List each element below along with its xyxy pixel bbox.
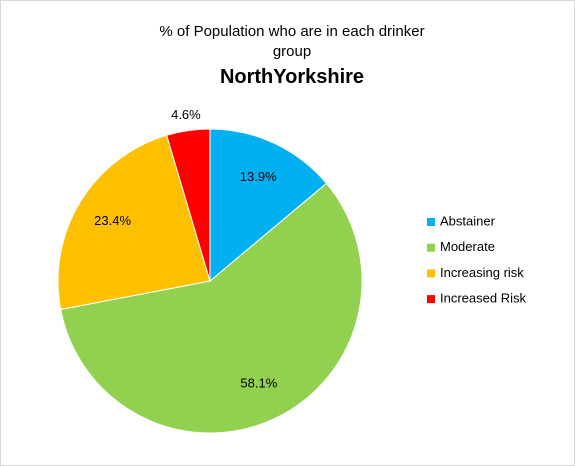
legend-swatch: [427, 269, 435, 278]
legend-label: Moderate: [440, 239, 495, 254]
data-label: 13.9%: [240, 169, 277, 184]
pie-slice: [57, 134, 211, 311]
legend-label: Increasing risk: [440, 265, 524, 280]
pie-slice: [166, 128, 211, 282]
data-label: 4.6%: [171, 107, 201, 122]
pie-slice: [209, 128, 328, 283]
data-label: 58.1%: [240, 375, 277, 390]
data-label: 23.4%: [94, 213, 131, 228]
legend-swatch: [427, 243, 435, 252]
chart-title: % of Population who are in each drinker …: [159, 23, 425, 60]
legend-swatch: [427, 218, 435, 226]
chart-subtitle: NorthYorkshire: [219, 66, 365, 88]
pie-slice: [60, 182, 363, 434]
legend-swatch: [427, 295, 435, 304]
legend-label: Increased Risk: [440, 291, 526, 306]
legend-label: Abstainer: [440, 213, 496, 228]
